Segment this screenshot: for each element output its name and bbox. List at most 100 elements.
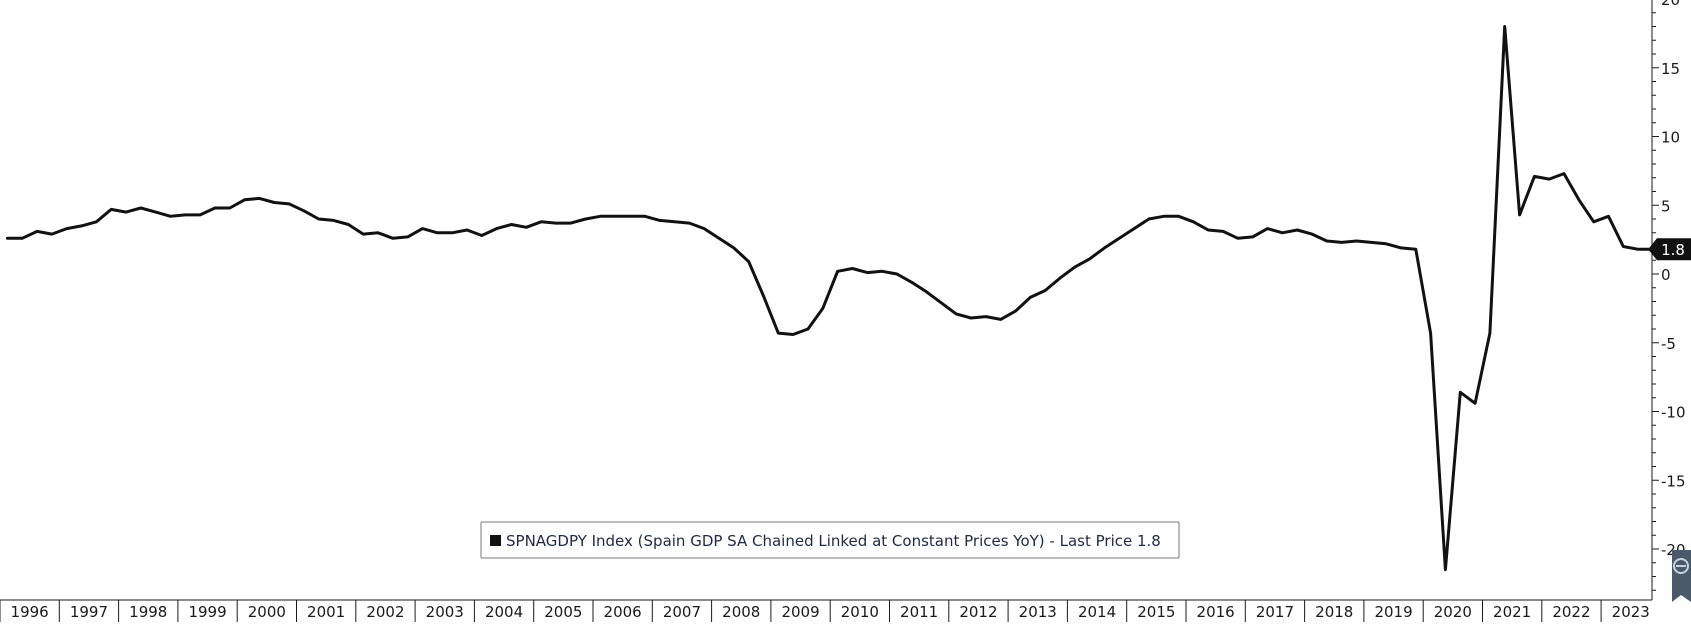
data-point — [332, 218, 336, 222]
data-point — [1280, 231, 1284, 235]
x-tick-label: 2006 — [604, 603, 642, 621]
data-point — [154, 210, 158, 214]
data-point — [613, 214, 617, 218]
data-point — [346, 223, 350, 227]
data-point — [1088, 257, 1092, 261]
legend-swatch — [490, 535, 501, 546]
x-tick-label: 2010 — [841, 603, 879, 621]
x-tick-label: 2017 — [1256, 603, 1294, 621]
data-point — [302, 209, 306, 213]
data-point — [243, 198, 247, 202]
data-point — [1621, 245, 1625, 249]
data-point — [1028, 295, 1032, 299]
data-point — [1473, 401, 1477, 405]
x-tick-label: 2019 — [1374, 603, 1412, 621]
data-point — [999, 317, 1003, 321]
data-point — [361, 232, 365, 236]
last-price-badge — [1648, 238, 1691, 261]
data-point — [910, 280, 914, 284]
x-tick-label: 2003 — [426, 603, 464, 621]
x-tick-label: 2015 — [1137, 603, 1175, 621]
data-point — [1443, 568, 1447, 572]
data-point — [1043, 289, 1047, 293]
data-point — [1295, 228, 1299, 232]
scroll-handle-icon[interactable] — [1672, 550, 1691, 602]
data-point — [673, 220, 677, 224]
x-axis: 1996 1997 1998 1999 2000 2001 2002 2003 2004 2005… — [0, 599, 1652, 622]
legend-label: SPNAGDPY Index (Spain GDP SA Chained Lin… — [506, 532, 1161, 550]
last-price-label: 1.8 — [1661, 241, 1685, 259]
data-point — [257, 196, 261, 200]
data-point — [554, 221, 558, 225]
data-point — [1384, 242, 1388, 246]
data-point — [50, 232, 54, 236]
data-point — [1058, 276, 1062, 280]
data-point — [584, 217, 588, 221]
data-point — [524, 225, 528, 229]
series-layer — [5, 25, 1655, 572]
data-point — [495, 227, 499, 231]
data-point — [228, 206, 232, 210]
data-point — [850, 267, 854, 271]
data-point — [984, 315, 988, 319]
data-point — [732, 246, 736, 250]
data-point — [510, 223, 514, 227]
data-point — [895, 272, 899, 276]
x-tick-label: 2011 — [900, 603, 938, 621]
x-tick-label: 2013 — [1019, 603, 1057, 621]
x-tick-label: 2004 — [485, 603, 523, 621]
x-tick-label: 2008 — [722, 603, 760, 621]
y-tick-label: -5 — [1661, 335, 1676, 353]
x-tick-label: 2023 — [1612, 603, 1650, 621]
data-point — [969, 316, 973, 320]
data-point — [806, 327, 810, 331]
data-point — [1132, 227, 1136, 231]
data-point — [1547, 177, 1551, 181]
data-point — [628, 214, 632, 218]
x-tick-label: 1998 — [129, 603, 167, 621]
data-point — [1162, 214, 1166, 218]
data-point — [272, 201, 276, 205]
data-point — [1103, 246, 1107, 250]
data-point — [1191, 220, 1195, 224]
data-point — [643, 214, 647, 218]
data-point — [480, 234, 484, 238]
data-point — [20, 236, 24, 240]
data-point — [1577, 198, 1581, 202]
data-point — [821, 306, 825, 310]
x-tick-label: 2018 — [1315, 603, 1353, 621]
data-point — [1562, 172, 1566, 176]
data-point — [1221, 229, 1225, 233]
data-point — [747, 260, 751, 264]
data-point — [1355, 239, 1359, 243]
data-point — [1518, 213, 1522, 217]
data-point — [1206, 228, 1210, 232]
data-point — [406, 235, 410, 239]
data-point — [65, 227, 69, 231]
data-point — [1369, 240, 1373, 244]
data-point — [1340, 240, 1344, 244]
data-point — [1636, 247, 1640, 251]
data-point — [287, 202, 291, 206]
data-point — [658, 218, 662, 222]
data-point — [1310, 232, 1314, 236]
data-point — [1073, 265, 1077, 269]
data-point — [687, 221, 691, 225]
data-point — [465, 228, 469, 232]
last-price-tag: 1.8 — [1648, 238, 1691, 261]
legend: SPNAGDPY Index (Spain GDP SA Chained Lin… — [480, 521, 1180, 559]
data-point — [1177, 214, 1181, 218]
data-point — [435, 231, 439, 235]
y-tick-label: -10 — [1661, 404, 1686, 422]
data-point — [776, 331, 780, 335]
data-point — [939, 301, 943, 305]
data-point — [1429, 331, 1433, 335]
data-point — [1458, 390, 1462, 394]
y-tick-label: 10 — [1661, 129, 1680, 147]
data-point — [317, 217, 321, 221]
data-point — [1488, 331, 1492, 335]
data-point — [1532, 174, 1536, 178]
data-point — [569, 221, 573, 225]
data-point — [539, 220, 543, 224]
